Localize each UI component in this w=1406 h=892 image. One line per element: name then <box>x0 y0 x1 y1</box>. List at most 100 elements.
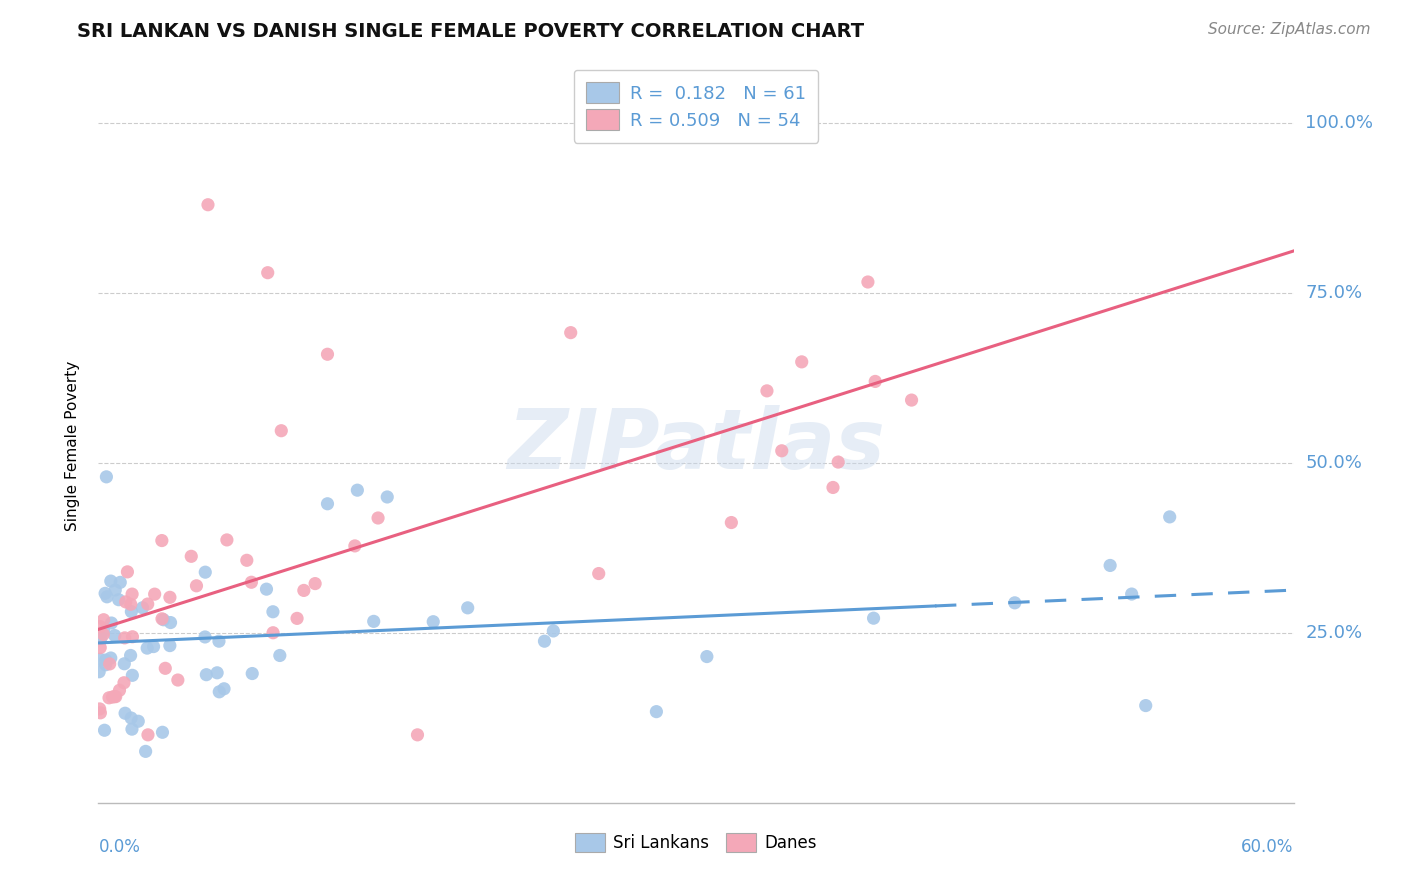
Point <box>1004 596 1026 610</box>
Point <box>865 375 887 389</box>
Point <box>720 516 742 530</box>
Point <box>205 665 228 680</box>
Point <box>827 455 849 469</box>
Text: 50.0%: 50.0% <box>1306 454 1362 472</box>
Point <box>131 600 153 615</box>
Point <box>821 480 844 494</box>
Point <box>367 511 389 525</box>
Point <box>101 690 124 704</box>
Point <box>90 631 112 645</box>
Point <box>270 424 292 438</box>
Point <box>89 640 111 655</box>
Text: ZIPatlas: ZIPatlas <box>508 406 884 486</box>
Point <box>755 384 778 398</box>
Text: 100.0%: 100.0% <box>1306 114 1374 132</box>
Point <box>112 675 135 690</box>
Point <box>159 639 181 653</box>
Point <box>533 634 555 648</box>
Point <box>152 613 174 627</box>
Point <box>770 443 793 458</box>
Point <box>89 652 111 666</box>
Point <box>136 641 159 656</box>
Point <box>89 702 111 716</box>
Point <box>375 490 398 504</box>
Point <box>422 615 444 629</box>
Point <box>1099 558 1122 573</box>
Point <box>120 605 142 619</box>
Point <box>212 681 235 696</box>
Point <box>862 611 884 625</box>
Point <box>304 576 326 591</box>
Point <box>285 611 308 625</box>
Point <box>114 631 136 645</box>
Point <box>645 705 668 719</box>
Text: 75.0%: 75.0% <box>1306 284 1362 302</box>
Point <box>104 629 127 643</box>
Point <box>96 470 118 484</box>
Point <box>316 347 339 361</box>
Point <box>240 666 263 681</box>
Point <box>93 627 115 641</box>
Point <box>152 725 174 739</box>
Point <box>89 619 111 633</box>
Point <box>127 714 149 729</box>
Point <box>108 683 131 698</box>
Point <box>194 630 217 644</box>
Point <box>262 605 284 619</box>
Point <box>100 574 122 588</box>
Point <box>120 711 142 725</box>
Text: Source: ZipAtlas.com: Source: ZipAtlas.com <box>1208 22 1371 37</box>
Point <box>240 575 263 590</box>
Point <box>543 624 565 638</box>
Point <box>150 533 173 548</box>
Point <box>104 582 127 597</box>
Point <box>180 549 202 564</box>
Point <box>96 590 118 604</box>
Point <box>208 634 231 648</box>
Point <box>406 728 429 742</box>
Point <box>136 728 159 742</box>
Point <box>269 648 291 663</box>
Point <box>98 657 121 671</box>
Y-axis label: Single Female Poverty: Single Female Poverty <box>65 361 80 531</box>
Point <box>194 565 217 579</box>
Point <box>150 612 173 626</box>
Point <box>856 275 879 289</box>
Point <box>155 661 177 675</box>
Point <box>1121 587 1143 601</box>
Point <box>457 600 479 615</box>
Point <box>195 667 218 681</box>
Point <box>136 597 159 611</box>
Point <box>143 587 166 601</box>
Point <box>103 690 125 704</box>
Point <box>114 706 136 721</box>
Point <box>117 565 139 579</box>
Point <box>186 579 208 593</box>
Point <box>114 595 136 609</box>
Point <box>142 640 165 654</box>
Text: 60.0%: 60.0% <box>1241 838 1294 856</box>
Point <box>120 598 142 612</box>
Point <box>588 566 610 581</box>
Point <box>790 355 813 369</box>
Text: 25.0%: 25.0% <box>1306 624 1362 642</box>
Point <box>208 685 231 699</box>
Point <box>256 266 278 280</box>
Point <box>94 586 117 600</box>
Point <box>1135 698 1157 713</box>
Point <box>93 613 115 627</box>
Point <box>121 630 143 644</box>
Point <box>316 497 339 511</box>
Point <box>560 326 582 340</box>
Point <box>93 624 115 639</box>
Point <box>215 533 238 547</box>
Point <box>262 625 284 640</box>
Point <box>107 592 129 607</box>
Point <box>197 198 219 212</box>
Point <box>121 668 143 682</box>
Point <box>100 651 122 665</box>
Legend: Sri Lankans, Danes: Sri Lankans, Danes <box>568 826 824 859</box>
Point <box>110 575 132 590</box>
Point <box>120 648 142 663</box>
Point <box>363 615 385 629</box>
